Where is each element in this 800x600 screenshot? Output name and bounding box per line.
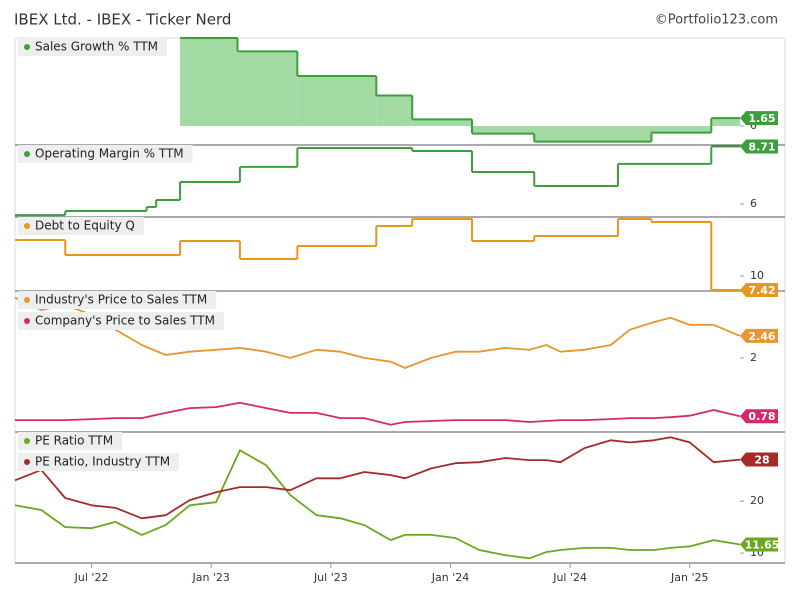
value-tag-bg [740,111,778,126]
x-tick-label: Jan '24 [431,571,469,584]
value-tag: 2.46 [748,330,775,343]
value-tag-bg [740,328,778,343]
legend-swatch [24,318,30,324]
legend-swatch [24,44,30,50]
series-line [14,449,741,560]
y-tick-label: 20 [750,494,764,507]
legend-box [18,312,224,330]
area-segment [180,38,238,126]
chart-title: IBEX Ltd. - IBEX - Ticker Nerd [14,11,231,29]
y-tick-label: 6 [750,197,757,210]
area-segment [651,125,712,133]
value-tag: 0.78 [748,410,775,423]
panel: 01.65 Sales Growth % TTM [15,37,785,146]
value-tag: 8.71 [748,140,775,153]
y-tick-label: 2 [750,351,757,364]
value-tag-bg [740,452,778,467]
x-tick-label: Jan '25 [670,571,708,584]
legend-box [18,291,217,309]
legend-label: PE Ratio TTM [35,434,113,448]
x-tick-label: Jan '23 [191,571,229,584]
area-segment [376,95,413,126]
y-tick-label: 10 [750,269,764,282]
value-tag: 7.42 [748,284,775,297]
legend-swatch [24,438,30,444]
legend-label: Company's Price to Sales TTM [35,314,215,328]
area-segment [412,119,473,126]
legend-label: PE Ratio, Industry TTM [35,455,170,469]
legend-label: Sales Growth % TTM [35,40,158,54]
panel: 10 7.42 Debt to Equity Q [15,217,785,298]
credit: ©Portfolio123.com [655,13,778,28]
legend-swatch [24,459,30,465]
legend-box [18,432,123,450]
area-segment [534,125,652,142]
x-tick-label: Jul '23 [313,571,348,584]
value-tag: 11.65 [745,539,780,552]
legend-swatch [24,297,30,303]
area-segment [711,118,740,126]
area-segment [237,51,298,126]
panel: 6 8.71 Operating Margin % TTM [15,139,785,218]
legend-box [18,38,168,56]
value-tag: 28 [754,454,769,467]
series-line [15,401,741,426]
legend-swatch [24,151,30,157]
legend-label: Debt to Equity Q [35,219,135,233]
value-tag: 1.65 [748,112,775,125]
area-segment [472,125,535,134]
value-tag-bg [740,283,778,298]
legend-label: Operating Margin % TTM [35,147,184,161]
x-tick-label: Jul '24 [552,571,587,584]
y-tick-label: 0 [750,119,757,132]
x-tick-label: Jul '22 [74,571,109,584]
value-tag-bg [740,139,778,154]
area-segment [297,76,377,126]
value-tag-bg [740,537,778,552]
legend-swatch [24,223,30,229]
legend-box [18,453,180,471]
legend-box [18,145,193,163]
legend-label: Industry's Price to Sales TTM [35,293,207,307]
legend-box [18,217,144,235]
series-line [14,296,741,369]
value-tag-bg [740,409,778,424]
panel: 2 2.46 Industry's Price to Sales TTM 0.78 Co… [14,291,785,433]
series-line [14,436,741,520]
